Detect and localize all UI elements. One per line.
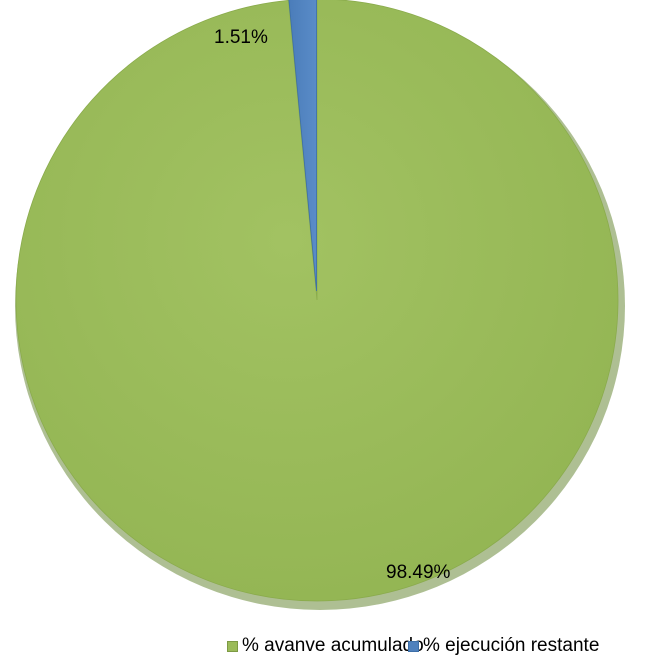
pie-slice-restante [288,0,317,292]
pie-slice-avance [15,0,619,602]
legend-swatch-avance [227,640,238,652]
legend-item-restante: % ejecución restante [408,635,599,657]
data-label-avance: 98.49% [386,562,451,583]
chart-legend: % avanve acumulado % ejecución restante [0,635,663,659]
legend-label-avance: % avanve acumulado [242,635,424,656]
pie-slices [15,0,619,602]
legend-swatch-restante [408,640,419,652]
legend-label-restante: % ejecución restante [423,635,600,656]
data-label-restante: 1.51% [214,27,268,48]
legend-item-avance: % avanve acumulado [227,635,424,657]
